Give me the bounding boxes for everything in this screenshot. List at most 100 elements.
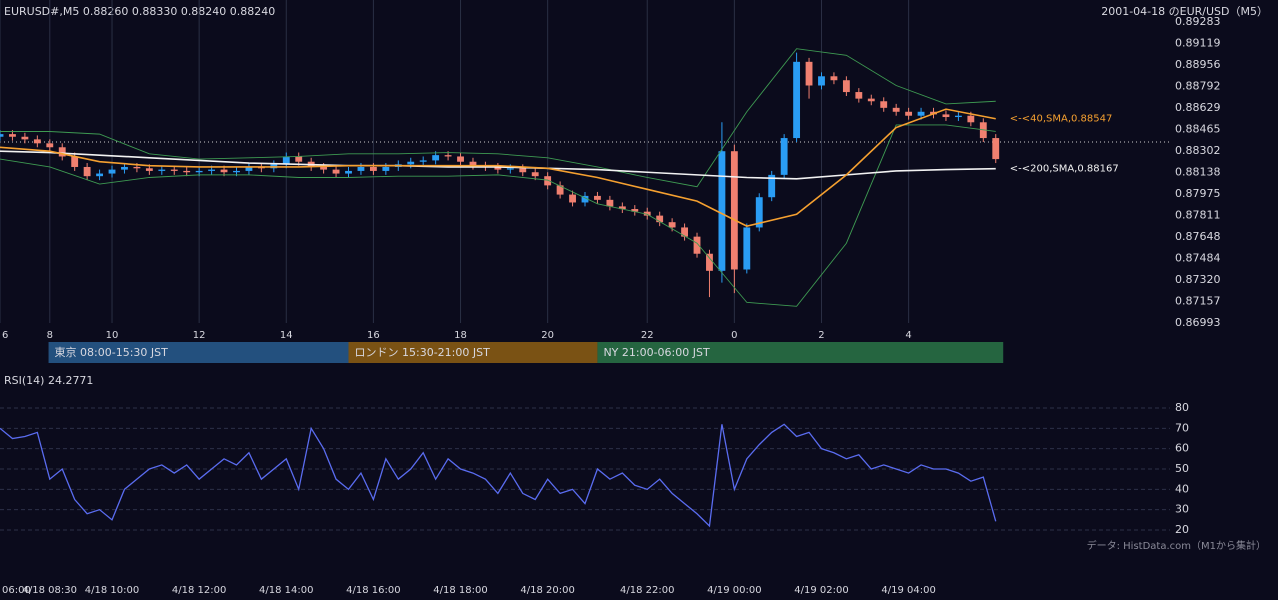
y-tick-label: 0.87975: [1175, 187, 1221, 200]
y-tick-label: 50: [1175, 462, 1189, 475]
y-tick-label: 70: [1175, 421, 1189, 434]
candle-body: [295, 156, 303, 162]
chart-title: EURUSD#,M5 0.88260 0.88330 0.88240 0.882…: [4, 5, 275, 18]
candle-body: [444, 155, 452, 157]
y-tick-label: 0.87648: [1175, 230, 1221, 243]
session-label: 東京 08:00-15:30 JST: [55, 345, 169, 359]
candle-body: [9, 134, 16, 137]
candle-body: [531, 172, 539, 177]
session-bar: [48, 342, 349, 363]
data-source-note: データ: HistData.com（M1から集計）: [1087, 539, 1266, 552]
rsi-line: [0, 423, 997, 528]
candle-body: [967, 115, 975, 123]
candle-body: [805, 61, 813, 86]
candle-body: [681, 227, 688, 237]
candle-body: [83, 166, 91, 177]
candle-body: [556, 185, 564, 195]
candle-body: [382, 166, 390, 171]
x-tick-label: 4/18 10:00: [85, 585, 139, 596]
candle-body: [419, 160, 427, 162]
candle-body: [96, 173, 103, 177]
candle-body: [618, 206, 626, 210]
x-tick-label: 4/19 00:00: [707, 585, 761, 596]
candle-body: [917, 111, 925, 116]
sma-line: [0, 150, 996, 180]
x-tick-label: 12: [193, 330, 206, 341]
candle-body: [332, 169, 340, 174]
candle-body: [320, 166, 328, 170]
candle-body: [668, 222, 676, 228]
candle-body: [793, 61, 801, 139]
y-tick-label: 0.88956: [1175, 58, 1221, 71]
y-tick-label: 0.88629: [1175, 101, 1221, 114]
candle-body: [46, 143, 54, 148]
candle-body: [842, 80, 850, 93]
candle-body: [594, 195, 601, 200]
candle-body: [407, 161, 415, 165]
candle-body: [730, 151, 738, 270]
candle-body: [158, 169, 166, 171]
y-tick-label: 0.87320: [1175, 273, 1221, 286]
chart-subtitle: 2001-04-18 のEUR/USD（M5）: [1101, 5, 1268, 18]
candle-body: [656, 215, 664, 223]
candle-body: [133, 166, 141, 169]
session-bar: [348, 342, 598, 363]
candle-body: [743, 227, 751, 270]
y-tick-label: 20: [1175, 523, 1189, 536]
x-tick-label: 6: [2, 330, 8, 341]
candle-body: [519, 168, 527, 173]
y-tick-label: 0.89119: [1175, 37, 1221, 50]
x-tick-label: 2: [818, 330, 824, 341]
candle-body: [892, 107, 900, 112]
candle-body: [544, 176, 552, 186]
candle-body: [208, 169, 216, 171]
x-tick-label: 4/18 12:00: [172, 585, 226, 596]
x-tick-label: 4/18 22:00: [620, 585, 674, 596]
candle-body: [145, 168, 153, 171]
candle-body: [755, 197, 763, 228]
x-tick-label: 0: [731, 330, 737, 341]
x-tick-label: 4/18 18:00: [433, 585, 487, 596]
candle-body: [905, 111, 913, 116]
candle-body: [469, 161, 477, 166]
x-tick-label: 14: [280, 330, 293, 341]
candle-body: [245, 166, 253, 171]
y-tick-label: 80: [1175, 401, 1189, 414]
candle-body: [992, 138, 1000, 160]
candle-body: [170, 169, 178, 171]
x-tick-label: 06:00: [2, 585, 31, 596]
x-tick-label: 4/18 20:00: [520, 585, 574, 596]
candle-body: [457, 156, 464, 162]
candle-body: [954, 115, 962, 118]
x-tick-label: 16: [367, 330, 380, 341]
candle-body: [818, 76, 825, 86]
x-tick-label: 22: [641, 330, 654, 341]
candle-body: [369, 166, 377, 171]
candle-body: [33, 139, 41, 144]
candle-body: [432, 155, 440, 161]
candle-body: [183, 170, 191, 173]
bollinger-band: [0, 48, 996, 188]
candle-body: [21, 136, 29, 140]
sma-annotation: <-<40,SMA,0.88547: [1010, 114, 1113, 125]
x-tick-label: 18: [454, 330, 467, 341]
session-label: ロンドン 15:30-21:00 JST: [355, 346, 491, 359]
candle-body: [606, 199, 614, 207]
x-tick-label: 4: [905, 330, 911, 341]
candle-body: [855, 92, 863, 99]
y-tick-label: 0.88138: [1175, 166, 1221, 179]
x-tick-label: 4/19 04:00: [881, 585, 935, 596]
candle-body: [195, 170, 203, 173]
candle-body: [880, 101, 888, 108]
candle-body: [58, 147, 66, 157]
session-bar: [597, 342, 1004, 363]
session-label: NY 21:00-06:00 JST: [603, 346, 710, 359]
candle-body: [768, 174, 776, 198]
candle-body: [506, 168, 514, 170]
candle-body: [643, 211, 651, 216]
x-tick-label: 4/18 16:00: [346, 585, 400, 596]
candle-body: [220, 169, 228, 173]
candle-body: [71, 156, 79, 167]
x-tick-label: 10: [106, 330, 119, 341]
x-tick-label: 20: [541, 330, 554, 341]
